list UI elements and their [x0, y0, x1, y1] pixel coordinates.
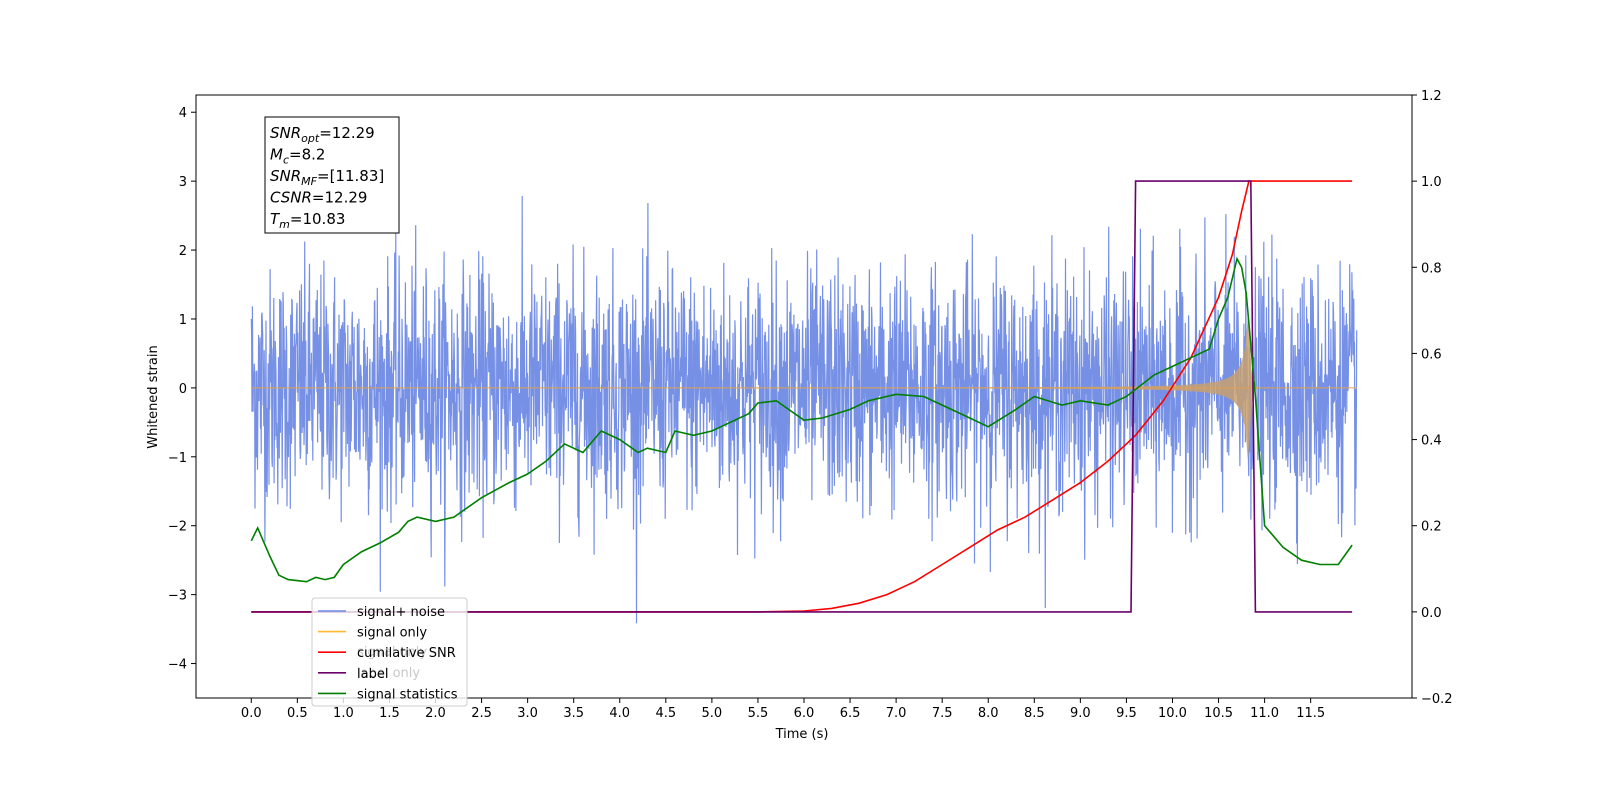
y-tick-label: −2 [168, 520, 187, 535]
annotation-frame [264, 116, 400, 234]
x-tick-label: 11.0 [1250, 706, 1279, 721]
annotation-line: SNRopt=12.29 [270, 124, 375, 145]
legend-label: signal+ noise [357, 605, 445, 620]
annotation-line: CSNR=12.29 [270, 189, 367, 207]
x-tick-label: 9.5 [1116, 706, 1137, 721]
y2-tick-label: 1.2 [1421, 89, 1442, 104]
x-tick-label: 0.5 [287, 706, 308, 721]
annotation-subscript: c [283, 154, 289, 167]
x-tick-label: 11.5 [1296, 706, 1325, 721]
x-tick-label: 3.0 [517, 706, 538, 721]
annotation-subscript: MF [301, 175, 317, 188]
y2-tick-label: 0.0 [1421, 606, 1442, 621]
annotation-lines: SNRopt=12.29Mc=8.2SNRMF=[11.83]CSNR=12.2… [270, 124, 384, 231]
series-signal-statistics [250, 256, 1353, 583]
y-axis-left: −4 −3 −2 −1 0 1 2 3 4 [168, 106, 196, 673]
legend-label: label [357, 667, 388, 682]
annotation-value: =12.29 [312, 189, 368, 207]
x-tick-label: 3.5 [563, 706, 584, 721]
annotation-value: =8.2 [289, 146, 325, 164]
series-signal-plus-noise [250, 195, 1358, 624]
x-tick-label: 4.5 [655, 706, 676, 721]
x-tick-label: 1.0 [333, 706, 354, 721]
x-tick-label: 8.0 [978, 706, 999, 721]
y-tick-label: 3 [179, 175, 187, 190]
x-axis: 0.0 0.5 1.0 1.5 2.0 2.5 3.0 3.5 4.0 4.5 5.0 5.5 6.0 6… [241, 698, 1325, 721]
y2-tick-label: 1.0 [1421, 175, 1442, 190]
annotation-symbol: T [270, 210, 281, 228]
x-tick-label: 4.0 [609, 706, 630, 721]
annotation-line: SNRMF=[11.83] [270, 167, 384, 188]
annotation-symbol: M [270, 146, 283, 164]
annotation-line: Tm=10.83 [270, 210, 345, 231]
legend-frame [311, 597, 468, 707]
annotation-line: Mc=8.2 [270, 146, 325, 167]
annotation-subscript: opt [301, 132, 320, 145]
x-tick-label: 6.0 [794, 706, 815, 721]
annotation-box: SNRopt=12.29Mc=8.2SNRMF=[11.83]CSNR=12.2… [264, 116, 400, 234]
y-axis-label: Whitened strain [146, 345, 161, 448]
series-cumilative-snr [251, 180, 1353, 613]
annotation-value: =[11.83] [317, 167, 384, 185]
x-tick-label: 5.0 [702, 706, 723, 721]
y-tick-label: 2 [179, 244, 187, 259]
y2-tick-label: −0.2 [1421, 692, 1453, 707]
y2-tick-label: 0.6 [1421, 347, 1442, 362]
annotation-symbol: SNR [270, 167, 301, 185]
legend-ghost-label: label only [357, 666, 420, 681]
y2-tick-label: 0.4 [1421, 434, 1442, 449]
y2-tick-label: 0.2 [1421, 520, 1442, 535]
y-tick-label: 4 [179, 106, 187, 121]
x-tick-label: 10.5 [1204, 706, 1233, 721]
legend-label: signal statistics [357, 687, 458, 702]
x-tick-label: 7.0 [886, 706, 907, 721]
annotation-symbol: CSNR [270, 189, 312, 207]
x-tick-label: 2.5 [471, 706, 492, 721]
annotation-value: =10.83 [290, 210, 346, 228]
x-tick-label: 1.5 [379, 706, 400, 721]
y-axis-right: −0.2 0.0 0.2 0.4 0.6 0.8 1.0 1.2 [1412, 89, 1453, 707]
annotation-subscript: m [279, 218, 290, 231]
legend-ghost-label: signal only [357, 645, 427, 660]
annotation-value: =12.29 [319, 124, 375, 142]
x-axis-label: Time (s) [775, 727, 829, 742]
legend: signal only label only signal+ noise sign… [311, 597, 468, 707]
x-tick-label: 2.0 [425, 706, 446, 721]
x-tick-label: 8.5 [1024, 706, 1045, 721]
y-tick-label: 0 [179, 382, 187, 397]
x-tick-label: 5.5 [748, 706, 769, 721]
legend-label: signal only [357, 626, 427, 641]
series-layer [250, 180, 1358, 624]
x-tick-label: 0.0 [241, 706, 262, 721]
x-tick-label: 10.0 [1158, 706, 1187, 721]
y-tick-label: −3 [168, 589, 187, 604]
y-tick-label: 1 [179, 313, 187, 328]
y2-tick-label: 0.8 [1421, 261, 1442, 276]
x-tick-label: 7.5 [932, 706, 953, 721]
x-tick-label: 9.0 [1070, 706, 1091, 721]
y-tick-label: −4 [168, 658, 187, 673]
x-tick-label: 6.5 [840, 706, 861, 721]
annotation-symbol: SNR [270, 124, 301, 142]
y-tick-label: −1 [168, 451, 187, 466]
legend-label: cumilative SNR [357, 646, 456, 661]
series-label [251, 180, 1353, 613]
